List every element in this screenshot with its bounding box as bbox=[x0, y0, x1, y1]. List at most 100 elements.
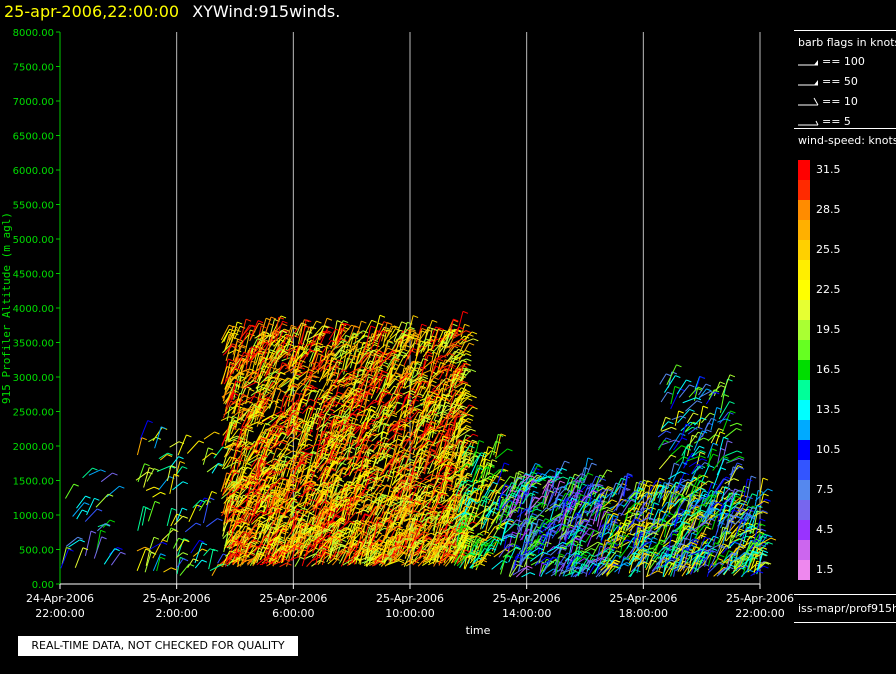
wind-barb bbox=[319, 465, 328, 483]
wind-barb-flag bbox=[365, 523, 372, 527]
wind-barb bbox=[435, 429, 445, 448]
wind-barb-flag bbox=[397, 434, 404, 438]
wind-barb-flag bbox=[428, 554, 435, 558]
wind-barb bbox=[278, 377, 288, 388]
x-tick-date: 25-Apr-2006 bbox=[493, 592, 561, 605]
wind-barb bbox=[429, 404, 440, 418]
wind-barb-flag bbox=[247, 441, 253, 445]
wind-barb-flag bbox=[109, 519, 116, 523]
wind-barb bbox=[76, 495, 86, 509]
wind-barb-flag bbox=[325, 412, 331, 416]
wind-barb bbox=[179, 563, 190, 576]
wind-barb bbox=[359, 409, 367, 424]
wind-barb bbox=[419, 370, 430, 376]
wind-barb-flag bbox=[314, 347, 321, 351]
wind-barb bbox=[448, 332, 456, 349]
wind-barb-flag bbox=[332, 371, 339, 375]
wind-barb-flag bbox=[344, 326, 350, 330]
wind-barb bbox=[242, 512, 250, 526]
wind-barb-flag bbox=[370, 386, 377, 390]
wind-barb-flag bbox=[455, 466, 461, 470]
wind-barb-flag bbox=[82, 547, 89, 551]
wind-barb-flag bbox=[382, 370, 388, 374]
wind-barb-flag bbox=[339, 521, 345, 525]
wind-barb bbox=[433, 447, 443, 465]
wind-barb-flag bbox=[105, 523, 111, 526]
wind-barb-flag bbox=[410, 328, 416, 332]
wind-barb-flag bbox=[297, 370, 303, 374]
y-tick-label: 7000.00 bbox=[13, 97, 54, 108]
wind-barb-flag bbox=[323, 424, 329, 427]
wind-barb-flag bbox=[394, 493, 400, 497]
wind-barb bbox=[166, 527, 172, 542]
wind-barb bbox=[220, 366, 228, 385]
wind-barb bbox=[184, 522, 197, 533]
wind-barb bbox=[379, 352, 385, 365]
wind-barb bbox=[145, 486, 155, 491]
wind-barb-flag bbox=[147, 420, 153, 424]
wind-barb-flag bbox=[166, 454, 173, 457]
wind-barb-flag bbox=[376, 351, 382, 355]
wind-barb-flag bbox=[322, 330, 328, 334]
wind-barb-flag bbox=[338, 402, 345, 406]
wind-barb-flag bbox=[239, 557, 245, 561]
wind-barb bbox=[256, 556, 267, 566]
wind-barb-flag bbox=[379, 314, 386, 318]
wind-barb-flag bbox=[229, 406, 236, 410]
wind-barb bbox=[349, 350, 356, 369]
wind-barb-flag bbox=[387, 347, 393, 351]
wind-barb bbox=[145, 551, 150, 566]
wind-barb bbox=[451, 422, 458, 449]
wind-barb-flag bbox=[161, 426, 167, 430]
wind-barb bbox=[95, 493, 109, 508]
wind-barb bbox=[267, 511, 278, 517]
wind-barb bbox=[449, 348, 459, 361]
wind-barb bbox=[402, 407, 413, 415]
y-tick-label: 2500.00 bbox=[13, 408, 54, 419]
wind-barb-flag bbox=[276, 447, 282, 451]
wind-barb bbox=[241, 401, 249, 405]
wind-barb-flag bbox=[100, 529, 106, 533]
wind-barb-flag bbox=[141, 437, 147, 441]
wind-barb-flag bbox=[282, 323, 288, 327]
wind-barb-flag bbox=[468, 333, 474, 337]
wind-barb bbox=[355, 395, 363, 409]
wind-barb-flag bbox=[182, 481, 189, 485]
wind-barb bbox=[237, 376, 242, 391]
wind-barb-flag bbox=[160, 491, 166, 495]
wind-barb-flag bbox=[92, 467, 98, 471]
wind-barb-flag bbox=[343, 415, 349, 419]
wind-barb-flag bbox=[182, 552, 189, 556]
wind-barb bbox=[149, 541, 163, 550]
wind-barb-flag bbox=[300, 392, 306, 396]
wind-barb-flag bbox=[414, 480, 420, 484]
wind-barb-flag bbox=[430, 511, 437, 515]
wind-barb bbox=[458, 334, 469, 355]
wind-barb-flag bbox=[366, 495, 372, 499]
wind-barb bbox=[88, 469, 101, 476]
wind-barb-flag bbox=[317, 345, 323, 349]
wind-barb bbox=[159, 454, 168, 461]
wind-barb-flag bbox=[412, 407, 418, 411]
wind-barb-flag bbox=[311, 473, 317, 477]
wind-barb-flag bbox=[420, 385, 427, 389]
wind-barb-flag bbox=[471, 395, 477, 399]
wind-barb-flag bbox=[342, 340, 348, 343]
wind-barb-flag bbox=[195, 522, 202, 526]
wind-barb bbox=[311, 481, 325, 496]
y-tick-label: 3500.00 bbox=[13, 339, 54, 350]
wind-barb bbox=[301, 405, 310, 414]
wind-barb-flag bbox=[349, 374, 355, 378]
wind-barb bbox=[413, 444, 422, 452]
wind-barb-flag bbox=[335, 394, 342, 398]
wind-barb-flag bbox=[378, 467, 385, 471]
wind-barb-flag bbox=[405, 545, 411, 549]
wind-barb-flag bbox=[209, 548, 216, 552]
wind-barb bbox=[266, 540, 273, 558]
wind-barb bbox=[161, 529, 174, 541]
wind-barb-flag bbox=[304, 319, 310, 323]
wind-barb bbox=[211, 463, 219, 474]
y-tick-label: 500.00 bbox=[19, 546, 54, 557]
wind-barb-flag bbox=[231, 505, 237, 509]
wind-barb bbox=[380, 372, 389, 394]
